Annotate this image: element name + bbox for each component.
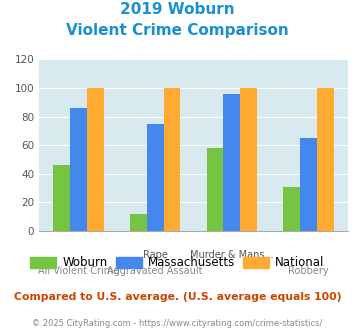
Bar bbox=[53, 165, 70, 231]
Bar bbox=[317, 88, 334, 231]
Text: Robbery: Robbery bbox=[288, 266, 329, 276]
Bar bbox=[240, 88, 257, 231]
Legend: Woburn, Massachusetts, National: Woburn, Massachusetts, National bbox=[26, 252, 329, 274]
Bar bbox=[223, 94, 240, 231]
Bar bbox=[70, 108, 87, 231]
Bar bbox=[87, 88, 104, 231]
Text: 2019 Woburn: 2019 Woburn bbox=[120, 2, 235, 16]
Text: Rape: Rape bbox=[143, 250, 168, 260]
Bar bbox=[283, 187, 300, 231]
Bar bbox=[300, 138, 317, 231]
Bar bbox=[147, 124, 164, 231]
Text: © 2025 CityRating.com - https://www.cityrating.com/crime-statistics/: © 2025 CityRating.com - https://www.city… bbox=[32, 319, 323, 328]
Text: Compared to U.S. average. (U.S. average equals 100): Compared to U.S. average. (U.S. average … bbox=[14, 292, 341, 302]
Text: Murder & Mans...: Murder & Mans... bbox=[190, 250, 274, 260]
Text: Violent Crime Comparison: Violent Crime Comparison bbox=[66, 23, 289, 38]
Bar bbox=[207, 148, 223, 231]
Bar bbox=[130, 214, 147, 231]
Bar bbox=[164, 88, 180, 231]
Text: All Violent Crime: All Violent Crime bbox=[38, 266, 119, 276]
Text: Aggravated Assault: Aggravated Assault bbox=[107, 266, 203, 276]
